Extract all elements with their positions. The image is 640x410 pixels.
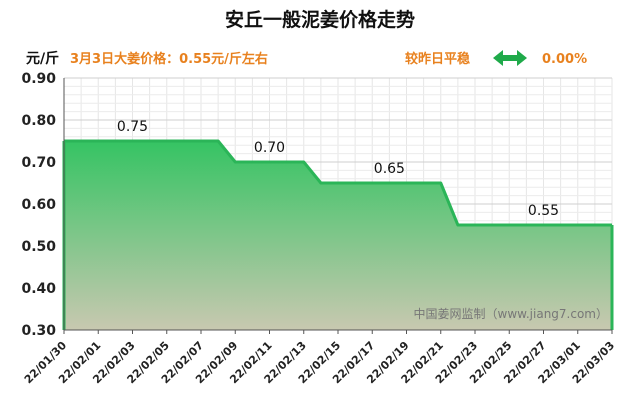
unit-label: 元/斤 [26,50,59,67]
area-fill [64,141,612,330]
y-axis-ticks: 0.30 0.40 0.50 0.60 0.70 0.80 0.90 [21,71,56,339]
series-line [64,139,612,227]
watermark: 中国姜网监制（www.jiang7.com） [414,306,608,321]
y-tick-label: 0.70 [21,155,56,171]
x-axis-ticks: 22/01/3022/02/0122/02/0322/02/0522/02/07… [22,330,617,386]
change-value: 0.00% [542,52,587,67]
data-label: 0.65 [374,161,405,177]
data-label: 0.70 [254,140,285,156]
chart-title: 安丘一般泥姜价格走势 [225,8,415,31]
price-note: 3月3日大姜价格：0.55元/斤左右 [70,51,268,67]
data-label: 0.55 [528,203,559,219]
data-labels: 0.75 0.70 0.65 0.55 [117,119,559,219]
y-tick-label: 0.30 [21,323,56,339]
compare-text: 较昨日平稳 [405,51,470,67]
y-tick-label: 0.60 [21,197,56,213]
y-tick-label: 0.80 [21,113,56,129]
y-tick-label: 0.90 [21,71,56,87]
y-tick-label: 0.40 [21,281,56,297]
double-arrow-icon [493,50,527,66]
data-label: 0.75 [117,119,148,135]
y-tick-label: 0.50 [21,239,56,255]
